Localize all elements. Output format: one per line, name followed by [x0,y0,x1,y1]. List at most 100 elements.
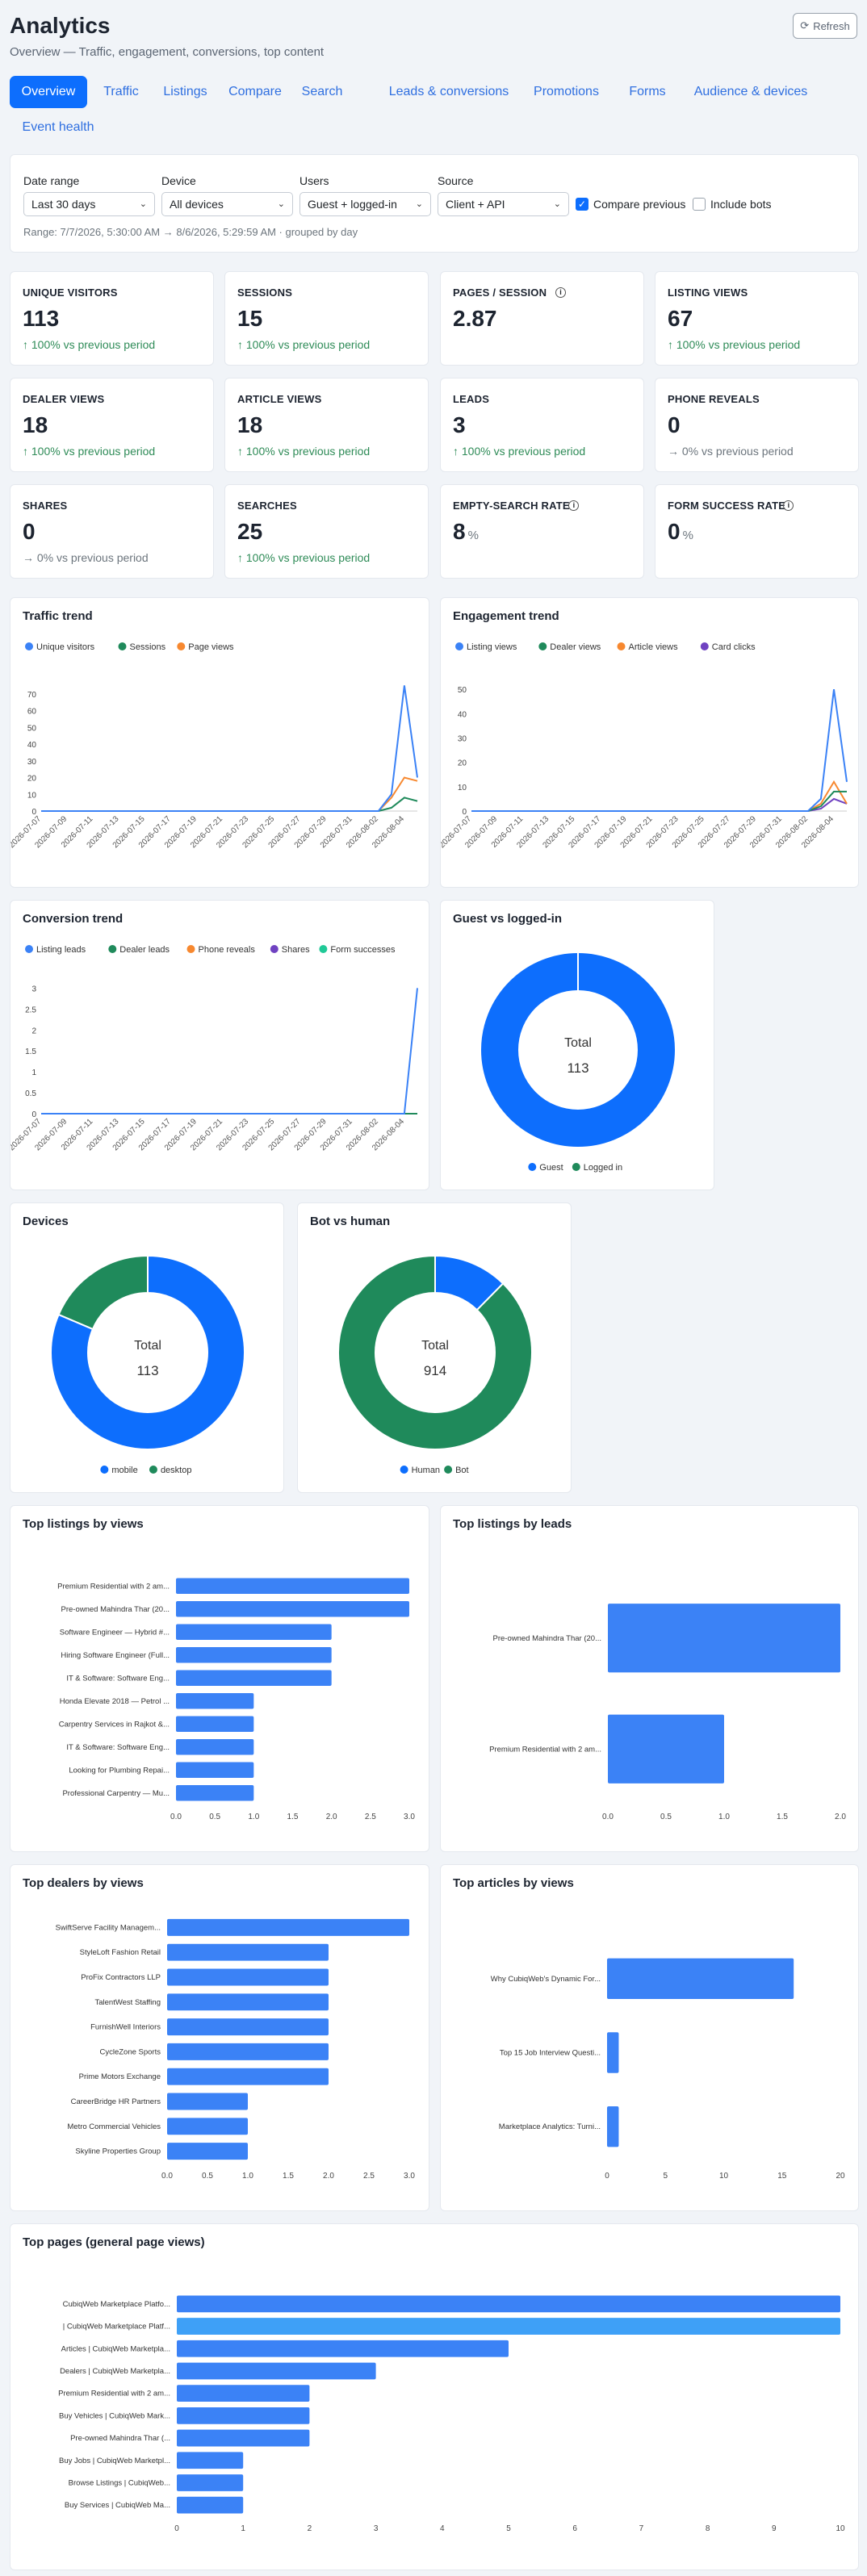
guest-vs-logged-in-card: Guest vs logged-in Total 113 Guest Logged i… [440,900,714,1190]
kpi-value-number: 0 [668,519,681,544]
users-label: Users [299,174,329,187]
tab-audience-devices[interactable]: Audience & devices [693,85,808,98]
kpi-card-phone-reveals: PHONE REVEALS 0 → 0% vs previous period [655,378,859,472]
bar [176,1739,254,1755]
x-tick-label: 1.5 [287,1813,299,1821]
kpi-title: PHONE REVEALS [668,393,760,405]
engagement-trend-card: Engagement trend Listing views Dealer vie… [440,597,859,888]
tab-overview[interactable]: Overview [10,76,87,108]
category-label: Pre-owned Mahindra Thar (20... [61,1605,170,1614]
category-label: Premium Residential with 2 am... [58,2390,170,2398]
category-label: Looking for Plumbing Repai... [69,1766,170,1775]
x-tick-label: 8 [706,2524,710,2533]
kpi-title: LEADS [453,393,490,405]
info-icon[interactable]: i [783,500,794,511]
category-label: Premium Residential with 2 am... [57,1582,170,1591]
kpi-value: 0 [668,412,681,438]
x-tick-label: 0.5 [209,1813,220,1821]
bar [167,2143,248,2160]
kpi-value: 8% [453,519,479,545]
kpi-value-number: 67 [668,306,693,331]
category-label: CareerBridge HR Partners [71,2097,161,2106]
bar [176,1624,332,1640]
range-text: Range: 7/7/2026, 5:30:00 AM → 8/6/2026, … [23,226,358,238]
legend-label: Card clicks [712,642,756,652]
bot-vs-human-chart: Total 914 Human Bot [337,1254,533,1475]
series-line-unique-visitors [41,685,418,812]
legend-label: Unique visitors [36,642,95,652]
category-label: ProFix Contractors LLP [81,1973,161,1982]
device-select[interactable]: All devices ⌄ [161,192,293,216]
compare-previous-checkbox[interactable]: ✓ [576,198,588,211]
kpi-value-number: 0 [23,519,36,544]
kpi-value: 3 [453,412,466,438]
kpi-title: SHARES [23,500,68,512]
conversion-trend-title: Conversion trend [23,912,124,926]
x-tick-label: 1.5 [283,2172,294,2181]
kpi-value-number: 18 [23,412,48,437]
legend-label: Form successes [330,945,396,955]
legend-swatch [538,642,547,650]
source-select[interactable]: Client + API ⌄ [438,192,569,216]
donut-center-value: 113 [567,1060,588,1076]
top-listings-views-title: Top listings by views [23,1517,144,1531]
engagement-trend-chart: Listing views Dealer views Article views Ca… [441,642,848,850]
tab-promotions[interactable]: Promotions [534,85,599,98]
legend-label: Shares [282,945,310,955]
category-label: Software Engineer — Hybrid #... [60,1628,170,1637]
x-tick-label: 6 [572,2524,577,2533]
kpi-card-unique-visitors: UNIQUE VISITORS 113 ↑ 100% vs previous per… [10,271,214,366]
traffic-trend-chart: Unique visitors Sessions Page views 0 10 20 30… [10,642,418,850]
tab-leads-conversions[interactable]: Leads & conversions [388,85,509,98]
x-tick-label: 2.0 [323,2172,334,2181]
y-tick-label: 70 [27,691,37,700]
bar [608,1714,724,1784]
y-tick-label: 1 [31,1068,36,1077]
kpi-value-number: 15 [237,306,263,331]
kpi-value-number: 2.87 [453,306,497,331]
category-label: IT & Software: Software Eng... [66,1743,170,1752]
series-line-sessions [41,797,418,812]
bar [177,2385,310,2402]
kpi-title: PAGES / SESSION [453,286,547,299]
category-label: Browse Listings | CubiqWeb... [69,2478,170,2487]
category-label: StyleLoft Fashion Retail [80,1948,161,1957]
series-line-article-views [471,780,848,812]
kpi-title: SEARCHES [237,500,297,512]
tab-traffic[interactable]: Traffic [103,85,139,98]
x-tick-label: 2.5 [365,1813,376,1821]
legend-swatch [528,1163,537,1171]
legend-label: mobile [111,1466,137,1475]
users-select[interactable]: Guest + logged-in ⌄ [299,192,431,216]
category-label: Pre-owned Mahindra Thar (... [70,2434,170,2443]
tab-event-health[interactable]: Event health [22,120,94,134]
kpi-delta: ↑ 100% vs previous period [237,445,371,458]
refresh-button[interactable]: ⟳ Refresh [793,13,857,39]
tab-compare[interactable]: Compare [228,85,282,98]
kpi-value: 15 [237,306,262,332]
donut-slice-desktop [57,1254,149,1331]
include-bots-checkbox[interactable] [693,198,706,211]
kpi-delta: → 0% vs previous period [668,445,794,458]
tab-forms[interactable]: Forms [629,85,666,98]
tab-search[interactable]: Search [301,85,343,98]
info-icon[interactable]: i [555,287,566,298]
chevron-down-icon: ⌄ [415,199,423,209]
guest-vs-logged-in-chart: Total 113 Guest Logged in [481,953,675,1173]
top-articles-views-title: Top articles by views [453,1876,574,1890]
x-tick-label: 0.5 [660,1813,672,1821]
kpi-card-shares: SHARES 0 → 0% vs previous period [10,484,214,579]
page-subtitle: Overview — Traffic, engagement, conversi… [10,45,325,59]
page-title: Analytics [10,13,111,38]
y-tick-label: 3 [31,985,36,993]
category-label: CubiqWeb Marketplace Platfo... [63,2300,170,2309]
bar [176,1693,254,1709]
info-icon[interactable]: i [568,500,580,511]
bar [177,2474,244,2491]
bar [167,2018,329,2036]
tab-listings[interactable]: Listings [163,85,207,98]
date-range-select[interactable]: Last 30 days ⌄ [23,192,155,216]
conversion-trend-card: Conversion trend Listing leads Dealer lea… [10,900,429,1190]
donut-center-label: Total [564,1036,592,1050]
traffic-trend-title: Traffic trend [23,609,93,623]
